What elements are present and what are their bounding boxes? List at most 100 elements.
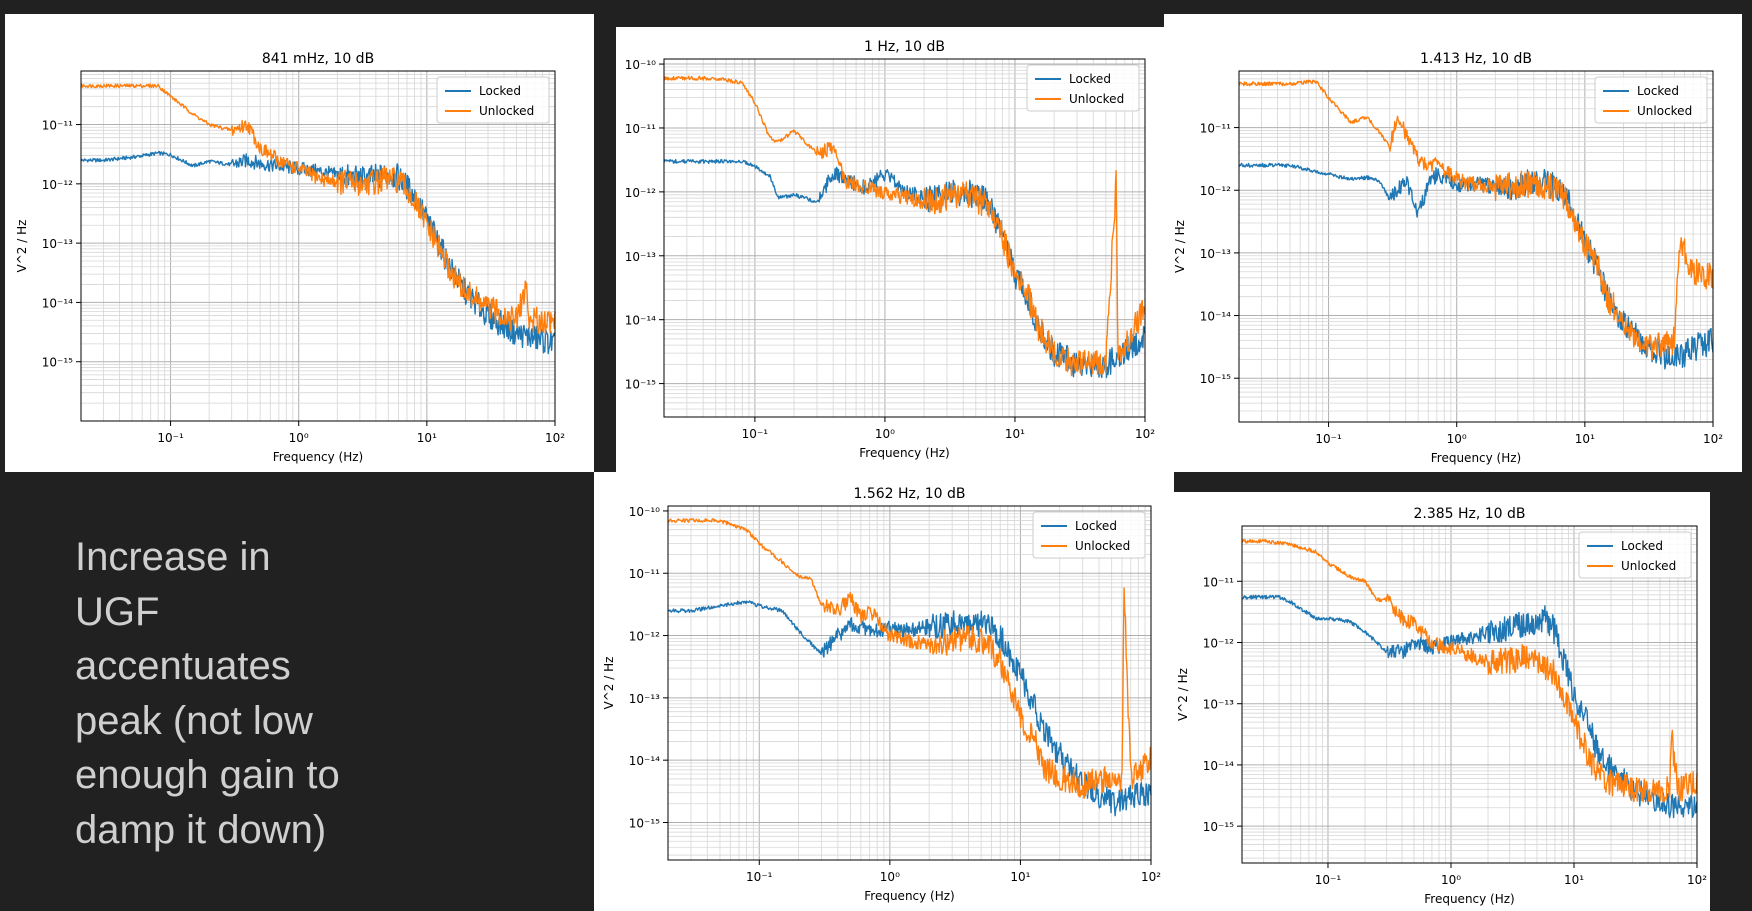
chart-title: 841 mHz, 10 dB	[262, 51, 374, 67]
chart-title: 1 Hz, 10 dB	[864, 39, 945, 55]
x-tick-label: 10⁰	[875, 427, 895, 441]
chart-title: 2.385 Hz, 10 dB	[1413, 506, 1525, 522]
note-line: UGF	[75, 589, 160, 634]
legend: Locked Unlocked	[436, 76, 550, 124]
grid	[663, 59, 1146, 418]
x-tick-label: 10⁰	[289, 431, 309, 445]
x-tick-label: 10²	[1687, 873, 1707, 887]
chart-841mhz: 10⁻¹ 10⁰ 10¹ 10² 10⁻¹⁵ 10⁻¹⁴ 10⁻¹³ 10⁻¹² 10⁻¹¹ 84…	[15, 51, 565, 464]
legend: Locked Unlocked	[1026, 64, 1140, 112]
chart-panel-2385hz: 10⁻¹ 10⁰ 10¹ 10² 10⁻¹⁵ 10⁻¹⁴ 10⁻¹³ 10⁻¹² 10⁻¹¹ 2.…	[1170, 492, 1710, 911]
x-tick-label: 10²	[1135, 427, 1155, 441]
y-tick-label: 10⁻¹¹	[629, 567, 660, 581]
legend-label-unlocked: Unlocked	[1069, 92, 1124, 106]
x-tick-label: 10²	[1703, 432, 1723, 446]
series-line-unlocked	[1238, 79, 1714, 361]
x-tick-label: 10⁻¹	[1315, 873, 1342, 887]
x-tick-label: 10⁻¹	[746, 870, 773, 884]
y-tick-label: 10⁻¹³	[1203, 698, 1234, 712]
x-tick-label: 10⁰	[880, 870, 900, 884]
x-tick-label: 10⁰	[1447, 432, 1467, 446]
series-line-locked	[1238, 162, 1714, 370]
y-tick-label: 10⁻¹¹	[1200, 122, 1231, 136]
series-line-unlocked	[1241, 538, 1698, 803]
plot-frame	[1238, 70, 1714, 423]
legend: Locked Unlocked	[1578, 531, 1692, 579]
grid	[667, 506, 1152, 860]
y-tick-label: 10⁻¹⁴	[629, 754, 660, 768]
y-tick-label: 10⁻¹²	[629, 630, 660, 644]
y-tick-label: 10⁻¹⁴	[42, 296, 73, 310]
y-tick-label: 10⁻¹²	[42, 178, 73, 192]
chart-2385hz: 10⁻¹ 10⁰ 10¹ 10² 10⁻¹⁵ 10⁻¹⁴ 10⁻¹³ 10⁻¹² 10⁻¹¹ 2.…	[1176, 506, 1707, 906]
y-tick-label: 10⁻¹¹	[42, 119, 73, 133]
x-tick-label: 10⁰	[1441, 873, 1461, 887]
note-line: Increase in	[75, 535, 271, 579]
series-line-unlocked	[667, 518, 1152, 799]
plot-frame	[80, 70, 556, 422]
legend-label-locked: Locked	[1075, 519, 1117, 533]
note-line: peak (not low	[75, 698, 313, 743]
x-axis-label: Frequency (Hz)	[859, 446, 950, 460]
x-tick-label: 10²	[1141, 870, 1161, 884]
note-line: enough gain to	[75, 753, 340, 797]
legend-label-unlocked: Unlocked	[479, 104, 534, 118]
x-axis-label: Frequency (Hz)	[1424, 892, 1515, 906]
legend-label-unlocked: Unlocked	[1075, 539, 1130, 553]
chart-title: 1.413 Hz, 10 dB	[1420, 51, 1532, 67]
legend-label-locked: Locked	[1069, 72, 1111, 86]
x-tick-label: 10¹	[1005, 427, 1025, 441]
chart-panel-1413hz: 10⁻¹ 10⁰ 10¹ 10² 10⁻¹⁵ 10⁻¹⁴ 10⁻¹³ 10⁻¹² 10⁻¹¹ 1.…	[1164, 14, 1742, 472]
plot-frame	[667, 505, 1152, 861]
legend: Locked Unlocked	[1594, 76, 1708, 124]
y-tick-label: 10⁻¹³	[42, 237, 73, 251]
legend-label-unlocked: Unlocked	[1621, 559, 1676, 573]
y-tick-label: 10⁻¹⁵	[1203, 820, 1234, 834]
y-tick-label: 10⁻¹²	[1200, 184, 1231, 198]
y-tick-label: 10⁻¹⁰	[629, 505, 660, 519]
series-line-locked	[1241, 594, 1698, 819]
chart-panel-1562hz: 10⁻¹ 10⁰ 10¹ 10² 10⁻¹⁵ 10⁻¹⁴ 10⁻¹³ 10⁻¹² 10⁻¹¹ 10…	[594, 472, 1174, 911]
legend-label-locked: Locked	[1621, 539, 1663, 553]
x-tick-label: 10¹	[1564, 873, 1584, 887]
chart-panel-841mhz: 10⁻¹ 10⁰ 10¹ 10² 10⁻¹⁵ 10⁻¹⁴ 10⁻¹³ 10⁻¹² 10⁻¹¹ 84…	[5, 14, 594, 472]
series-line-unlocked	[663, 75, 1146, 377]
x-tick-label: 10¹	[1575, 432, 1595, 446]
plot-frame	[663, 58, 1146, 418]
chart-panel-1hz: 10⁻¹ 10⁰ 10¹ 10² 10⁻¹⁵ 10⁻¹⁴ 10⁻¹³ 10⁻¹² 10⁻¹¹ 10…	[616, 27, 1164, 472]
chart-1hz: 10⁻¹ 10⁰ 10¹ 10² 10⁻¹⁵ 10⁻¹⁴ 10⁻¹³ 10⁻¹² 10⁻¹¹ 10…	[625, 39, 1155, 460]
note-line: damp it down)	[75, 807, 327, 852]
x-tick-label: 10²	[545, 431, 565, 445]
y-tick-label: 10⁻¹³	[625, 250, 656, 264]
chart-1413hz: 10⁻¹ 10⁰ 10¹ 10² 10⁻¹⁵ 10⁻¹⁴ 10⁻¹³ 10⁻¹² 10⁻¹¹ 1.…	[1173, 51, 1723, 465]
y-axis-label: V^2 / Hz	[1176, 668, 1190, 721]
x-tick-label: 10⁻¹	[1315, 432, 1342, 446]
legend-label-unlocked: Unlocked	[1637, 104, 1692, 118]
chart-1562hz: 10⁻¹ 10⁰ 10¹ 10² 10⁻¹⁵ 10⁻¹⁴ 10⁻¹³ 10⁻¹² 10⁻¹¹ 10…	[602, 486, 1161, 903]
x-tick-label: 10¹	[417, 431, 437, 445]
x-tick-label: 10⁻¹	[742, 427, 769, 441]
y-tick-label: 10⁻¹⁵	[42, 356, 73, 370]
legend-label-locked: Locked	[479, 84, 521, 98]
chart-title: 1.562 Hz, 10 dB	[853, 486, 965, 502]
x-axis-label: Frequency (Hz)	[273, 450, 364, 464]
series-line-unlocked	[80, 83, 556, 334]
y-tick-label: 10⁻¹⁴	[1200, 310, 1231, 324]
y-tick-label: 10⁻¹⁵	[629, 816, 660, 830]
y-tick-label: 10⁻¹⁵	[1200, 372, 1231, 386]
y-tick-label: 10⁻¹²	[625, 186, 656, 200]
legend-label-locked: Locked	[1637, 84, 1679, 98]
y-tick-label: 10⁻¹¹	[1203, 575, 1234, 589]
y-tick-label: 10⁻¹⁴	[625, 314, 656, 328]
series-line-locked	[667, 600, 1152, 817]
grid	[1238, 70, 1714, 423]
y-tick-label: 10⁻¹⁰	[625, 58, 656, 72]
note-line: accentuates	[75, 644, 291, 688]
y-tick-label: 10⁻¹⁴	[1203, 759, 1234, 773]
y-axis-label: V^2 / Hz	[602, 657, 616, 710]
y-tick-label: 10⁻¹⁵	[625, 378, 656, 392]
x-axis-label: Frequency (Hz)	[864, 889, 955, 903]
y-axis-label: V^2 / Hz	[15, 220, 29, 273]
y-tick-label: 10⁻¹²	[1203, 636, 1234, 650]
slide-note: Increase in UGF accentuates peak (not lo…	[75, 530, 415, 857]
